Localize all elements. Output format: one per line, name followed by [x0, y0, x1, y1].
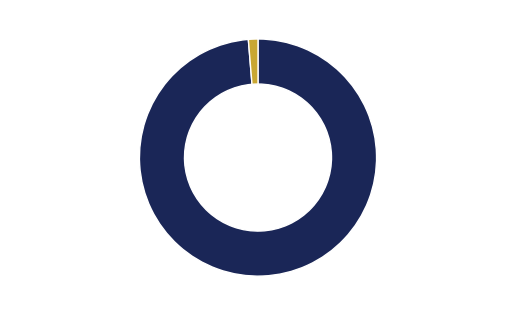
Wedge shape — [139, 39, 377, 276]
Wedge shape — [248, 39, 258, 84]
